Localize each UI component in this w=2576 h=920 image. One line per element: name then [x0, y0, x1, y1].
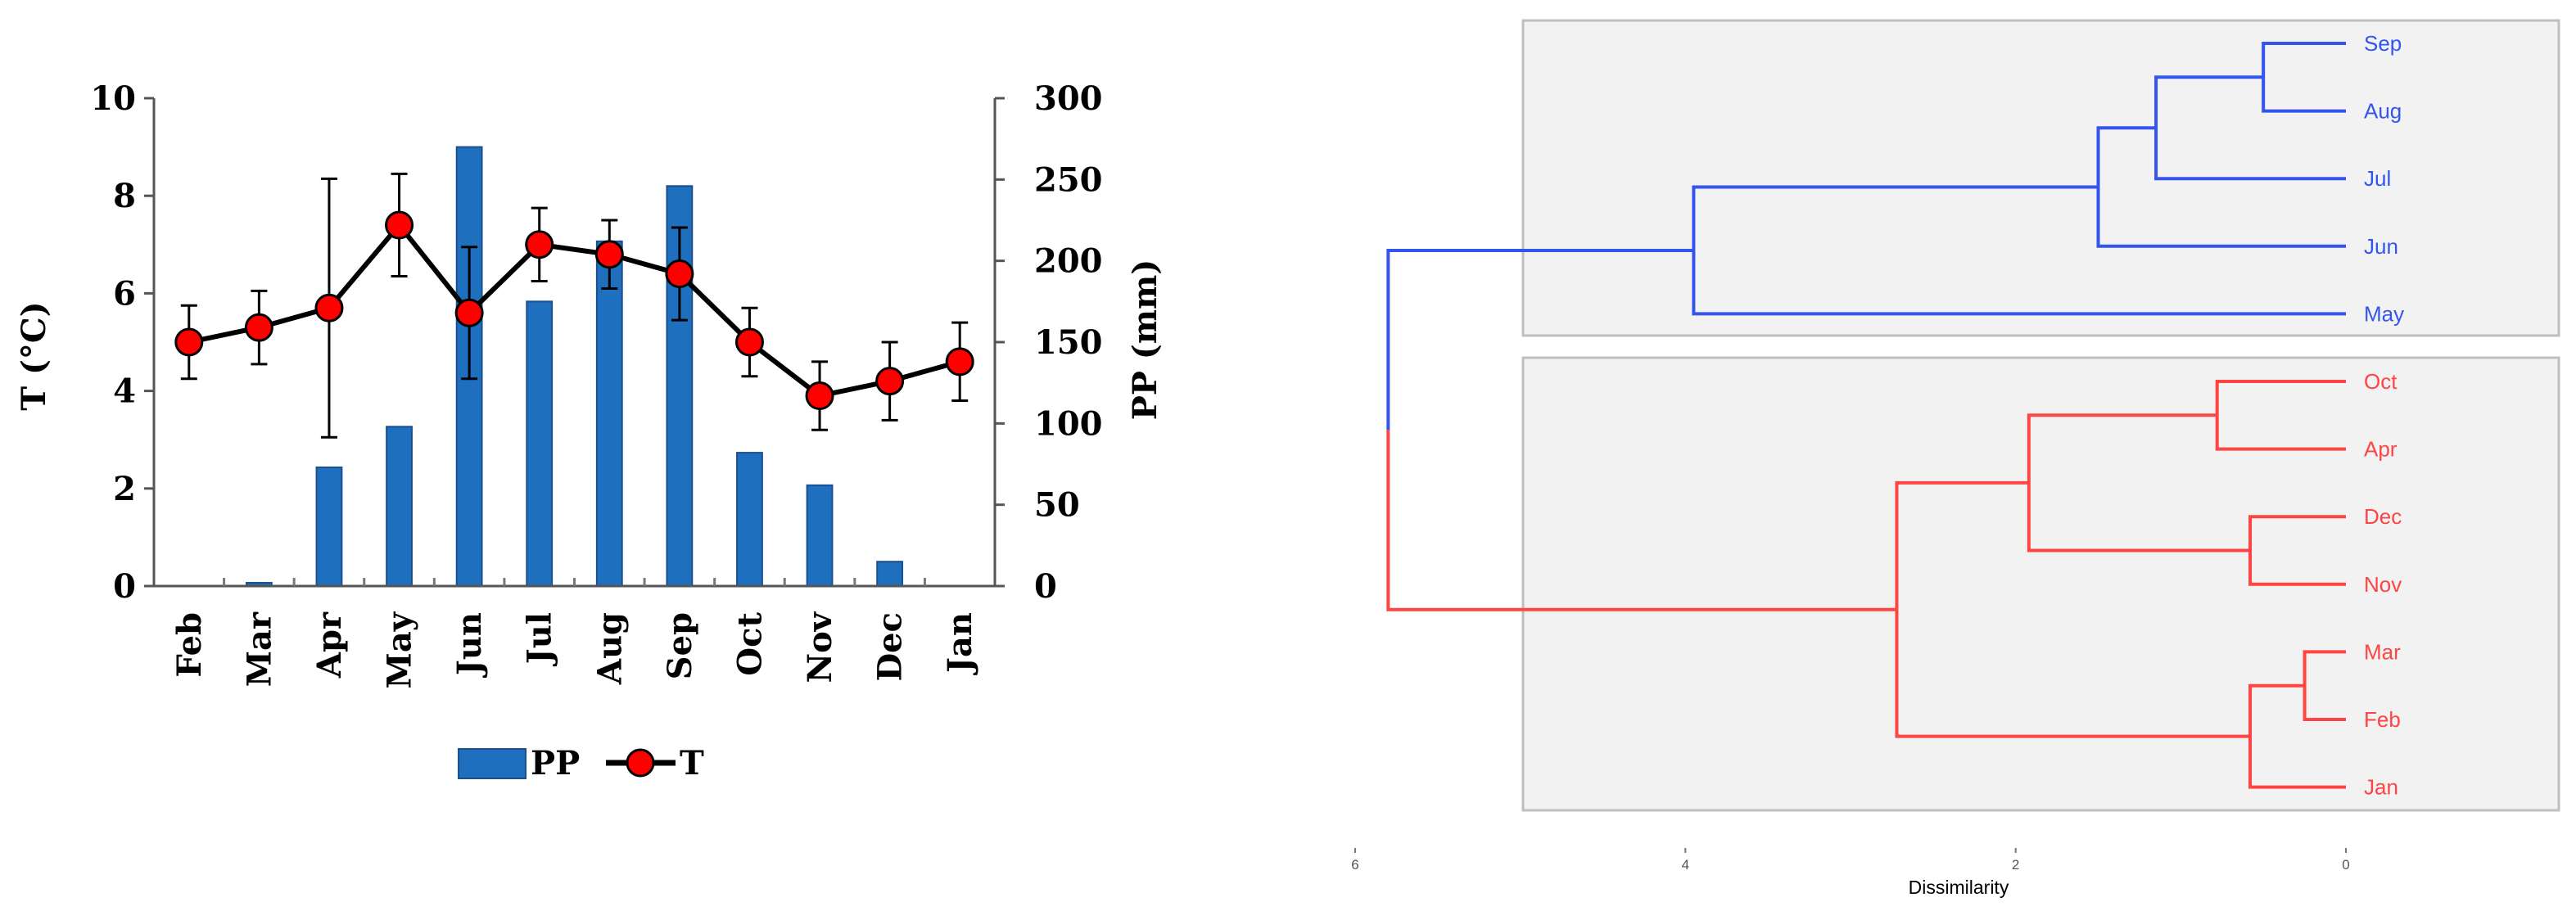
dendrogram-link	[2262, 42, 2346, 113]
left-tick-label: 0	[113, 567, 136, 606]
x-tick-label: 2	[2012, 857, 2019, 873]
right-tick-label: 150	[1034, 323, 1103, 362]
leaf-label: May	[2364, 301, 2404, 326]
climate-axes	[144, 97, 1005, 588]
x-tick-label: 6	[1351, 857, 1358, 873]
legend-t-label: T	[680, 744, 704, 782]
t-marker	[244, 313, 273, 342]
x-tick-label: Sep	[661, 612, 699, 679]
t-marker	[454, 298, 484, 327]
pp-bar	[595, 240, 623, 587]
leaf-label: Sep	[2364, 31, 2402, 56]
t-error-bars	[180, 172, 969, 439]
left-tick-label: 2	[113, 470, 136, 508]
x-tick-label: Oct	[730, 611, 769, 675]
dendrogram-link	[1692, 185, 2346, 316]
legend-t-marker	[626, 748, 655, 778]
leaf-label: Nov	[2364, 572, 2402, 597]
left-tick-label: 10	[90, 79, 136, 118]
t-marker	[875, 367, 905, 396]
t-marker	[174, 327, 204, 357]
left-tick-label: 6	[113, 274, 136, 313]
legend-pp-swatch	[458, 748, 526, 779]
climate-legend: PP T	[458, 744, 704, 782]
dissimilarity-axis: 6 4 2 0	[1351, 848, 2350, 873]
right-tick-label: 50	[1034, 486, 1080, 525]
right-tick-label: 0	[1034, 567, 1057, 606]
x-tick-label: Dec	[871, 612, 910, 682]
t-line	[188, 222, 961, 399]
pp-bars	[245, 146, 904, 588]
legend-pp-label: PP	[531, 744, 580, 782]
dendrogram-link	[1386, 248, 1694, 431]
x-tick-label: May	[381, 611, 419, 688]
x-tick-label: Feb	[170, 612, 209, 678]
x-tick-label: Jan	[941, 612, 979, 675]
leaf-label: Jan	[2364, 775, 2398, 800]
right-tick-label: 100	[1034, 404, 1103, 443]
t-markers	[174, 210, 974, 411]
dendrogram-leaf-labels: Sep Aug Jul Jun May Oct Apr Dec Nov Mar Feb Jan	[2364, 31, 2404, 800]
x-tick-label: Nov	[801, 611, 839, 683]
dendrogram: Sep Aug Jul Jun May Oct Apr Dec Nov Mar Feb Jan 6 4 2…	[1351, 19, 2560, 898]
right-tick-label: 250	[1034, 160, 1103, 199]
leaf-label: Feb	[2364, 707, 2401, 732]
pp-bar	[315, 466, 343, 587]
t-marker	[525, 230, 554, 259]
cluster-box-1	[1521, 19, 2560, 337]
left-tick-label: 4	[113, 372, 136, 411]
leaf-label: Oct	[2364, 369, 2397, 394]
t-marker	[594, 240, 624, 269]
dendrogram-links	[1386, 42, 2346, 789]
leaf-label: Apr	[2364, 437, 2397, 462]
t-marker	[945, 347, 974, 377]
x-tick-label: 0	[2342, 857, 2349, 873]
pp-bar	[876, 561, 904, 588]
leaf-label: Aug	[2364, 99, 2402, 124]
leaf-label: Mar	[2364, 639, 2401, 664]
pp-bar	[736, 452, 763, 587]
right-tick-label: 200	[1034, 242, 1103, 281]
pp-bar	[806, 484, 834, 587]
cluster-box-2	[1521, 356, 2560, 812]
leaf-label: Jul	[2364, 166, 2391, 191]
x-tick-label: Apr	[310, 611, 349, 679]
right-axis-label: PP (mm)	[1126, 259, 1164, 421]
leaf-label: Jun	[2364, 234, 2398, 259]
right-tick-label: 300	[1034, 79, 1103, 118]
left-axis-label: T (°C)	[15, 301, 53, 410]
pp-bar	[386, 426, 413, 587]
t-marker	[385, 210, 414, 240]
x-tick-label: Aug	[590, 612, 629, 685]
x-axis-label: Dissimilarity	[1909, 877, 2009, 898]
left-tick-label: 8	[113, 177, 136, 215]
x-tick-label: 4	[1682, 857, 1689, 873]
t-marker	[734, 327, 764, 357]
pp-bar	[526, 300, 554, 587]
dendrogram-link	[1895, 480, 2251, 738]
t-marker	[314, 293, 344, 322]
t-marker	[665, 259, 694, 289]
x-tick-label: Mar	[240, 611, 278, 687]
leaf-label: Dec	[2364, 504, 2402, 529]
x-tick-label: Jul	[521, 612, 559, 666]
x-tick-label: Jun	[450, 612, 489, 678]
t-marker	[805, 381, 834, 411]
dendrogram-link	[1386, 430, 1897, 611]
